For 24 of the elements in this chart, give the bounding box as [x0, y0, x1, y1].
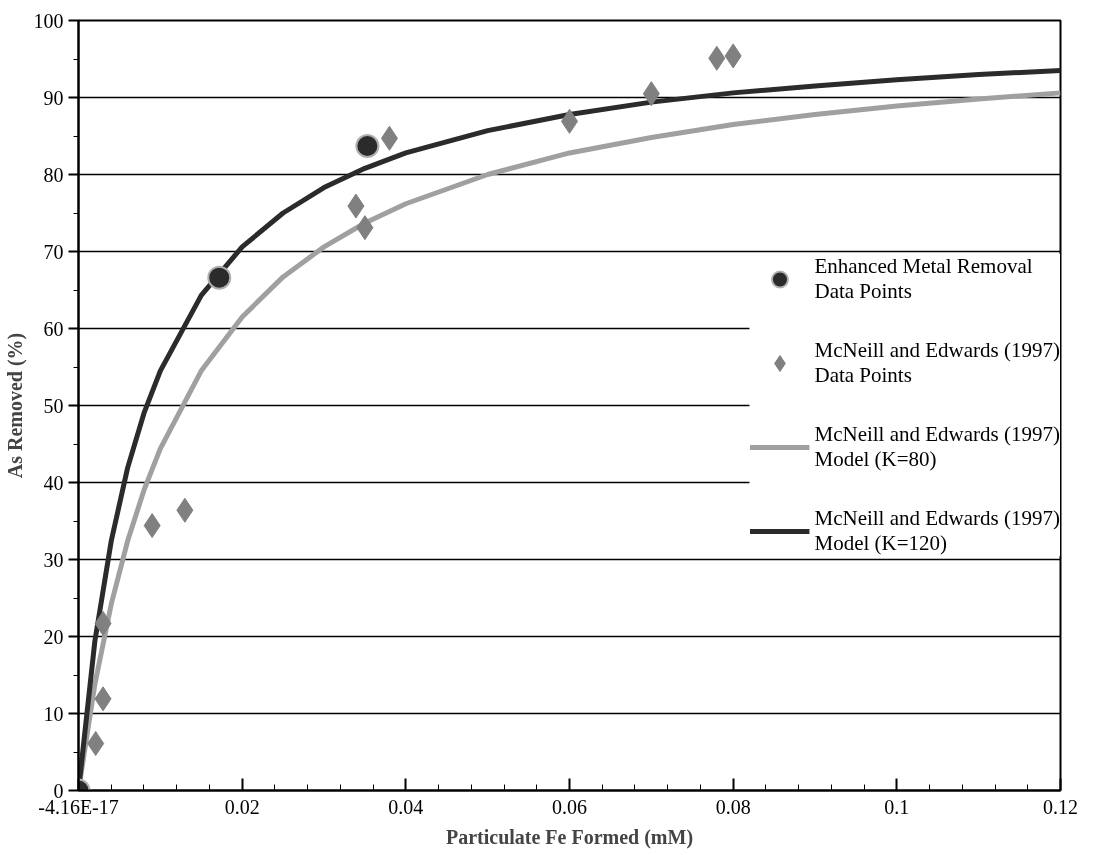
x-tick-label: 0.1: [884, 795, 910, 818]
x-tick-label: 0.02: [224, 795, 260, 818]
y-tick-label: 80: [43, 163, 64, 186]
y-tick-label: 100: [33, 9, 64, 32]
y-tick-label: 40: [43, 471, 64, 494]
y-axis-title: As Removed (%): [3, 332, 27, 479]
y-tick-label: 70: [43, 240, 64, 263]
legend-label: McNeill and Edwards (1997) Model (K=80): [814, 422, 1060, 472]
x-axis-title: Particulate Fe Formed (mM): [445, 825, 694, 849]
x-tick-label: 0.08: [715, 795, 751, 818]
y-tick-label: 20: [43, 625, 64, 648]
y-tick-label: 50: [43, 394, 64, 417]
point: [355, 134, 380, 158]
x-tick-label: 0.06: [552, 795, 587, 818]
x-tick-label: 0.04: [388, 795, 424, 818]
y-tick-label: 10: [43, 702, 64, 725]
y-tick-label: 30: [43, 548, 64, 571]
legend-label: McNeill and Edwards (1997) Data Points: [814, 338, 1060, 388]
y-tick-label: 90: [43, 86, 64, 109]
legend-label: McNeill and Edwards (1997) Model (K=120): [814, 506, 1060, 556]
point: [207, 265, 232, 290]
x-tick-label: 0.12: [1043, 795, 1078, 818]
y-tick-label: 60: [43, 317, 64, 340]
legend-label: Enhanced Metal Removal Data Points: [814, 254, 1033, 304]
